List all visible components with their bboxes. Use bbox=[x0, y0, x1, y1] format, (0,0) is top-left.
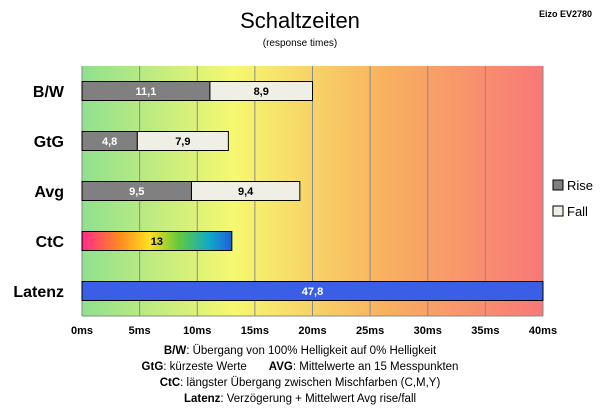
category-label-4: Latenz bbox=[13, 284, 64, 301]
bar-latenz bbox=[81, 281, 544, 301]
chart-subtitle: (response times) bbox=[263, 38, 337, 49]
x-tick-label-5: 25ms bbox=[356, 325, 384, 337]
bar-fall-0 bbox=[209, 81, 314, 101]
x-tick-label-3: 15ms bbox=[241, 325, 269, 337]
category-label-3: CtC bbox=[36, 234, 65, 251]
data-label-latenz: 47,8 bbox=[302, 286, 323, 298]
data-label-rise-2: 9,5 bbox=[129, 186, 144, 198]
footnotes: B/W: Übergang von 100% Helligkeit auf 0%… bbox=[0, 343, 600, 407]
bar-ctc bbox=[81, 231, 233, 251]
bar-fall-1 bbox=[136, 131, 229, 151]
footnote-text: : kürzeste Werte bbox=[163, 361, 247, 373]
x-tick-label-4: 20ms bbox=[298, 325, 326, 337]
data-label-fall-1: 7,9 bbox=[175, 136, 190, 148]
legend-label-0: Rise bbox=[567, 178, 593, 193]
response-time-chart: Schaltzeiten (response times) 11,1 8,9 4,8… bbox=[13, 8, 593, 337]
bars-group: 11,1 8,9 4,8 7,9 9,5 9,4 13 47,8 bbox=[81, 81, 544, 301]
footnote-text: : längster Übergang zwischen Mischfarben… bbox=[180, 377, 441, 389]
chart-title: Schaltzeiten bbox=[240, 8, 360, 33]
category-labels: B/W GtG Avg CtC Latenz bbox=[13, 84, 65, 301]
footnote-line-0: B/W: Übergang von 100% Helligkeit auf 0%… bbox=[0, 343, 600, 359]
x-tick-labels: 0ms 5ms 10ms 15ms 20ms 25ms 30ms 35ms 40ms bbox=[71, 325, 557, 337]
x-tick-label-2: 10ms bbox=[183, 325, 211, 337]
data-label-rise-0: 11,1 bbox=[136, 86, 157, 98]
legend-swatch-0 bbox=[552, 179, 564, 191]
category-label-1: GtG bbox=[34, 134, 64, 151]
brand-label: Eizo EV2780 bbox=[538, 9, 592, 19]
x-tick-label-7: 35ms bbox=[471, 325, 499, 337]
legend-label-1: Fall bbox=[567, 204, 588, 219]
footnote-text: : Übergang von 100% Helligkeit auf 0% He… bbox=[186, 345, 437, 357]
x-tick-label-8: 40ms bbox=[529, 325, 557, 337]
footnote-term: Latenz bbox=[183, 393, 221, 405]
footnote-term: CtC bbox=[159, 377, 181, 389]
footnote-text: : Verzögerung + Mittelwert Avg rise/fall bbox=[220, 393, 417, 405]
bar-fall-2 bbox=[190, 181, 301, 201]
x-tick-label-0: 0ms bbox=[71, 325, 93, 337]
legend-swatch-1 bbox=[552, 205, 564, 217]
footnote-text: : Mittelwerte an 15 Messpunkten bbox=[292, 361, 459, 373]
x-tick-label-6: 30ms bbox=[414, 325, 442, 337]
x-tick-label-1: 5ms bbox=[129, 325, 151, 337]
legend: Rise Fall bbox=[552, 178, 593, 219]
category-label-0: B/W bbox=[33, 84, 65, 101]
data-label-rise-1: 4,8 bbox=[102, 136, 117, 148]
footnote-line-2: CtC: längster Übergang zwischen Mischfar… bbox=[0, 375, 600, 391]
category-label-2: Avg bbox=[34, 184, 64, 201]
data-label-fall-0: 8,9 bbox=[254, 86, 269, 98]
footnote-line-1: GtG: kürzeste Werte AVG: Mittelwerte an 1… bbox=[0, 359, 600, 375]
footnote-term: AVG bbox=[268, 361, 293, 373]
footnote-line-3: Latenz: Verzögerung + Mittelwert Avg ris… bbox=[0, 391, 600, 407]
data-label-ctc: 13 bbox=[151, 236, 163, 248]
data-label-fall-2: 9,4 bbox=[238, 186, 254, 198]
footnote-term: GtG bbox=[141, 361, 164, 373]
grid-lines bbox=[81, 66, 544, 317]
footnote-term: B/W bbox=[163, 345, 187, 357]
